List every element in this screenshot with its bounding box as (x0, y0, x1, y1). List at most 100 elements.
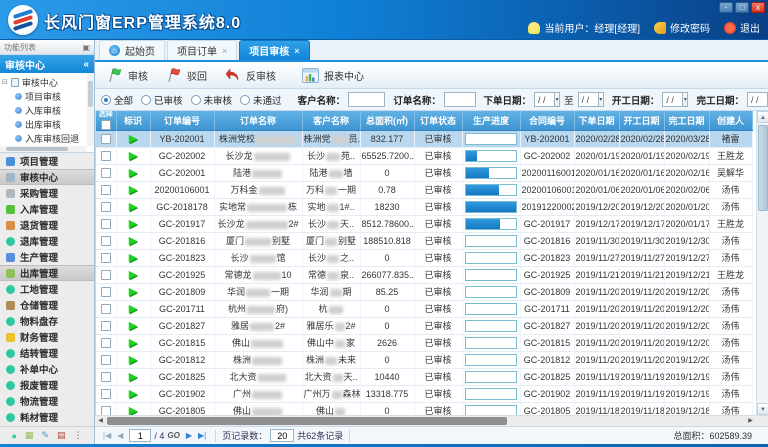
row-checkbox[interactable] (100, 286, 111, 297)
sidebar-section-header[interactable]: 审核中心 « (0, 55, 94, 73)
start-date-input[interactable]: / / (662, 92, 684, 107)
scroll-left-icon[interactable]: ◀ (98, 418, 103, 424)
audit-button[interactable]: 审核 (103, 64, 158, 86)
col-header-订单编号[interactable]: 订单编号 (150, 111, 215, 131)
scroll-down-icon[interactable]: ▼ (757, 403, 768, 415)
sidebar-item-财务管理[interactable]: 财务管理 (0, 329, 94, 345)
pen-icon[interactable]: ✎ (41, 430, 49, 440)
col-header-下单日期[interactable]: 下单日期 (574, 111, 620, 131)
sidebar-item-退库管理[interactable]: 退库管理 (0, 233, 94, 249)
table-horizontal-scrollbar[interactable]: ◀ ▶ (95, 415, 768, 426)
sidebar-item-物料盘存[interactable]: 物料盘存 (0, 313, 94, 329)
col-header-总面积(㎡)[interactable]: 总面积(㎡) (360, 111, 415, 131)
scroll-up-icon[interactable]: ▲ (757, 111, 768, 123)
tree-item-出库审核[interactable]: 出库审核 (2, 117, 94, 131)
sidebar-item-生产管理[interactable]: 生产管理 (0, 249, 94, 265)
close-button[interactable]: x (751, 2, 765, 13)
row-checkbox[interactable] (100, 371, 111, 382)
tree-root-audit-center[interactable]: ⊟ 审核中心 (2, 77, 58, 88)
page-number-input[interactable] (129, 429, 152, 442)
row-checkbox[interactable] (100, 405, 111, 415)
customer-name-input[interactable] (348, 92, 386, 107)
tab-project-audit[interactable]: 项目审核 × (239, 40, 310, 60)
sidebar-item-工地管理[interactable]: 工地管理 (0, 281, 94, 297)
first-page-button[interactable]: |◀ (103, 431, 112, 440)
row-checkbox[interactable] (100, 235, 111, 246)
page-size-input[interactable] (270, 429, 295, 442)
tree-vertical-scrollbar[interactable] (87, 73, 94, 146)
row-checkbox[interactable] (100, 269, 111, 280)
book-icon[interactable]: ▤ (56, 430, 66, 440)
col-header-生产进度[interactable]: 生产进度 (462, 111, 521, 131)
row-checkbox[interactable] (100, 184, 111, 195)
table-row[interactable]: ▶ GC-201812 株洲 株洲 未来 0 已审核 GC-201812 2019/11/20 2… (96, 351, 753, 369)
row-checkbox[interactable] (100, 303, 111, 314)
col-header-订单名称[interactable]: 订单名称 (214, 111, 303, 131)
change-password-button[interactable]: 修改密码 (654, 20, 710, 35)
sidebar-item-入库管理[interactable]: 入库管理 (0, 201, 94, 217)
radio-已审核[interactable]: 已审核 (141, 93, 183, 107)
sidebar-item-仓储管理[interactable]: 仓储管理 (0, 297, 94, 313)
tree-item-项目审核[interactable]: 项目审核 (2, 89, 94, 103)
radio-全部[interactable]: 全部 (101, 93, 133, 107)
go-button[interactable]: GO (167, 431, 180, 440)
scrollbar-thumb[interactable] (758, 125, 768, 211)
col-header-创建人[interactable]: 创建人 (709, 111, 753, 131)
table-vertical-scrollbar[interactable]: ▲ ▼ (756, 111, 768, 415)
table-row[interactable]: ▶ GC-201902 广州 广州万 森林 13318.775 已审核 GC-201902 20… (96, 385, 753, 403)
sidebar-item-物流管理[interactable]: 物流管理 (0, 393, 94, 409)
sidebar-item-耗材管理[interactable]: 耗材管理 (0, 409, 94, 425)
table-row[interactable]: ▶ GC-201917 长沙龙 2# 长沙 天.. 8512.78600.. 已审核 GC-20… (96, 215, 753, 233)
row-checkbox[interactable] (100, 320, 111, 331)
col-header-完工日期[interactable]: 完工日期 (664, 111, 710, 131)
report-center-button[interactable]: 报表中心 (298, 65, 374, 86)
tree-horizontal-scrollbar[interactable] (0, 146, 87, 152)
col-header-客户名称[interactable]: 客户名称 (302, 111, 361, 131)
row-checkbox[interactable] (100, 218, 111, 229)
calendar-dropdown-icon[interactable]: ▾ (555, 92, 561, 107)
sidebar-item-补单中心[interactable]: 补单中心 (0, 361, 94, 377)
row-checkbox[interactable] (100, 150, 111, 161)
select-all-checkbox[interactable] (100, 119, 111, 130)
sidebar-item-项目管理[interactable]: 项目管理 (0, 153, 94, 169)
table-row[interactable]: ▶ GC-201827 雅居 2# 雅居乐 2# 0 已审核 GC-201827 2019/11/… (96, 317, 753, 335)
row-checkbox[interactable] (100, 388, 111, 399)
sidebar-item-审核中心[interactable]: 审核中心 (0, 169, 94, 185)
table-row[interactable]: ▶ GC-202002 长沙龙 长沙 苑.. 65525.7200.. 已审核 GC-2020… (96, 147, 753, 165)
prev-page-button[interactable]: ◀ (117, 431, 124, 440)
table-row[interactable]: ▶YB-202001株洲党校株洲党员..832.177已审核YB-2020012… (96, 130, 753, 148)
finish-date-input[interactable]: / / (746, 92, 768, 107)
sidebar-item-退货管理[interactable]: 退货管理 (0, 217, 94, 233)
close-tab-icon[interactable]: × (222, 45, 228, 56)
table-row[interactable]: ▶ GC-201711 杭州 府) 杭 0 已审核 GC-201711 2019/11/20 20… (96, 300, 753, 318)
tree-item-入库审核回退[interactable]: 入库审核回退 (2, 131, 94, 145)
row-checkbox[interactable] (100, 201, 111, 212)
scroll-right-icon[interactable]: ▶ (748, 418, 753, 424)
next-page-button[interactable]: ▶ (185, 431, 193, 440)
col-header-开工日期[interactable]: 开工日期 (619, 111, 665, 131)
radio-未审核[interactable]: 未审核 (190, 93, 232, 107)
pin-icon[interactable]: ▣ (82, 42, 90, 52)
table-row[interactable]: ▶ GC-201815 佛山 佛山中家 2626 已审核 GC-201815 2019/11/… (96, 334, 753, 352)
sidebar-item-结转管理[interactable]: 结转管理 (0, 345, 94, 361)
unaudit-button[interactable]: 反审核 (221, 65, 286, 86)
col-header-选择[interactable]: 选择 (96, 111, 117, 131)
table-row[interactable]: ▶ GC-201816 厦门 别墅 厦门 别墅 188510.818 已审核 GC-201816… (96, 232, 753, 250)
table-row[interactable]: ▶ GC-201805 佛山 佛山 0 已审核 GC-201805 2019/11/18 201… (96, 402, 753, 415)
tab-home[interactable]: ⌂ 起始页 (99, 40, 165, 60)
col-header-标识[interactable]: 标识 (116, 111, 151, 131)
tree-expander-icon[interactable]: ⊟ (2, 79, 8, 86)
order-date-to-input[interactable]: / / (577, 92, 599, 107)
col-header-订单状态[interactable]: 订单状态 (414, 111, 463, 131)
sidebar-item-出库管理[interactable]: 出库管理 (0, 265, 94, 281)
logout-button[interactable]: 退出 (724, 20, 760, 35)
row-checkbox[interactable] (100, 354, 111, 365)
calendar-dropdown-icon[interactable]: ▾ (598, 92, 604, 107)
table-row[interactable]: ▶ 20200106001 万科金 万科 一期 0.78 已审核 20200106001 202… (96, 181, 753, 199)
sidebar-item-报废管理[interactable]: 报废管理 (0, 377, 94, 393)
table-row[interactable]: ▶ GC-201823 长沙馆长沙 之.. 0 已审核 GC-201823 2019/11/2… (96, 249, 753, 267)
dot-icon[interactable]: ● (11, 430, 17, 441)
row-checkbox[interactable] (100, 337, 111, 348)
order-name-input[interactable] (443, 92, 476, 107)
col-header-合同编号[interactable]: 合同编号 (520, 111, 575, 131)
